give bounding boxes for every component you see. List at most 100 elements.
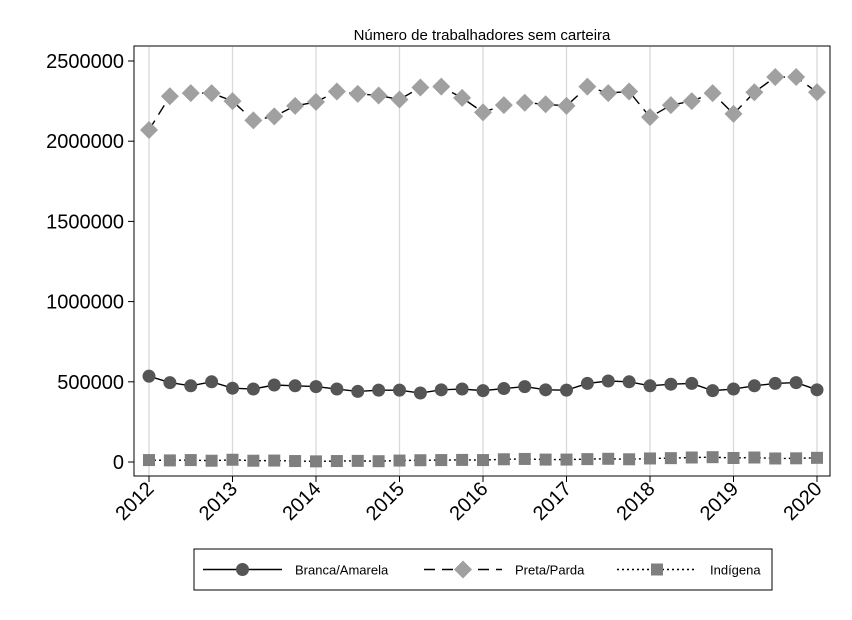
data-point xyxy=(787,68,806,87)
data-point xyxy=(682,92,701,111)
data-point xyxy=(244,111,263,130)
data-point xyxy=(644,452,656,465)
y-tick-label: 0 xyxy=(113,452,124,474)
data-point xyxy=(184,379,198,393)
data-point xyxy=(205,454,218,467)
data-point xyxy=(769,452,782,465)
legend-label: Indígena xyxy=(710,563,761,578)
data-point xyxy=(226,453,239,466)
data-point xyxy=(476,384,490,398)
data-point xyxy=(622,375,636,389)
y-tick-label: 1000000 xyxy=(46,292,124,314)
data-point xyxy=(268,454,281,467)
data-point xyxy=(474,103,492,122)
plot-area xyxy=(133,45,831,477)
data-point xyxy=(789,376,803,390)
data-point xyxy=(372,383,386,397)
data-point xyxy=(393,454,406,467)
data-point xyxy=(518,452,531,465)
data-point xyxy=(539,453,552,466)
data-point xyxy=(768,376,782,390)
data-point xyxy=(163,454,176,467)
data-point xyxy=(307,92,325,111)
data-point xyxy=(766,68,785,87)
y-tick-label: 500000 xyxy=(57,372,124,394)
data-point xyxy=(351,454,364,467)
data-point xyxy=(727,451,740,464)
data-point xyxy=(518,380,532,394)
data-point xyxy=(497,382,511,396)
data-point xyxy=(267,378,281,392)
data-point xyxy=(685,451,698,464)
data-point xyxy=(601,374,615,388)
data-point xyxy=(747,379,761,393)
data-point xyxy=(455,382,469,396)
data-point xyxy=(664,452,677,465)
data-point xyxy=(330,382,344,396)
legend-label: Branca/Amarela xyxy=(295,563,389,578)
data-point xyxy=(289,455,302,468)
data-point xyxy=(706,451,719,464)
data-point xyxy=(286,96,305,115)
series-circle xyxy=(142,369,824,400)
data-point xyxy=(453,88,472,107)
x-tick-label: 2016 xyxy=(446,478,493,525)
data-point xyxy=(327,82,346,101)
data-point xyxy=(620,82,639,101)
data-point xyxy=(494,96,513,115)
data-point xyxy=(434,383,448,397)
data-point xyxy=(602,452,615,465)
data-point xyxy=(724,104,743,123)
data-point xyxy=(685,376,699,390)
x-tick-label: 2012 xyxy=(112,478,159,525)
data-point xyxy=(435,454,448,467)
data-point xyxy=(643,379,657,393)
data-point xyxy=(414,454,427,467)
x-tick-label: 2014 xyxy=(279,478,326,525)
data-point xyxy=(288,379,302,393)
data-point xyxy=(497,453,510,466)
data-point xyxy=(223,92,242,111)
data-point xyxy=(703,84,722,103)
data-point xyxy=(140,120,158,139)
legend: Branca/Amarela Preta/Parda Indígena xyxy=(193,548,773,591)
data-point xyxy=(536,95,555,114)
series-line xyxy=(148,456,818,463)
x-tick-label: 2019 xyxy=(696,478,743,525)
data-point xyxy=(456,453,469,466)
x-tick-label: 2013 xyxy=(195,478,242,525)
legend-item: Branca/Amarela xyxy=(203,563,389,578)
y-tick-label: 2500000 xyxy=(46,51,124,73)
series-layer xyxy=(140,68,826,468)
data-point xyxy=(390,90,409,109)
data-point xyxy=(351,384,365,398)
data-point xyxy=(163,376,177,390)
data-point xyxy=(641,108,659,127)
data-point xyxy=(661,96,680,115)
data-point xyxy=(309,380,323,394)
data-point xyxy=(664,377,678,391)
data-point xyxy=(411,78,430,97)
series-square xyxy=(143,451,823,468)
chart-title: Número de trabalhadores sem carteira xyxy=(354,27,611,44)
data-point xyxy=(143,454,155,467)
x-tick-label: 2017 xyxy=(529,478,576,525)
data-point xyxy=(246,382,260,396)
data-point xyxy=(580,376,594,390)
data-point xyxy=(599,84,618,103)
y-tick-label: 2000000 xyxy=(46,131,124,153)
legend-marker xyxy=(454,560,472,579)
data-point xyxy=(727,382,740,396)
data-point xyxy=(539,383,553,397)
legend-label: Preta/Parda xyxy=(515,563,585,578)
data-point xyxy=(330,455,343,468)
legend-marker xyxy=(651,563,663,576)
data-point xyxy=(477,454,489,467)
data-point xyxy=(515,93,534,112)
data-point xyxy=(247,454,260,467)
data-point xyxy=(160,87,179,106)
data-point xyxy=(557,96,576,115)
data-point xyxy=(790,452,803,465)
data-point xyxy=(372,455,385,468)
